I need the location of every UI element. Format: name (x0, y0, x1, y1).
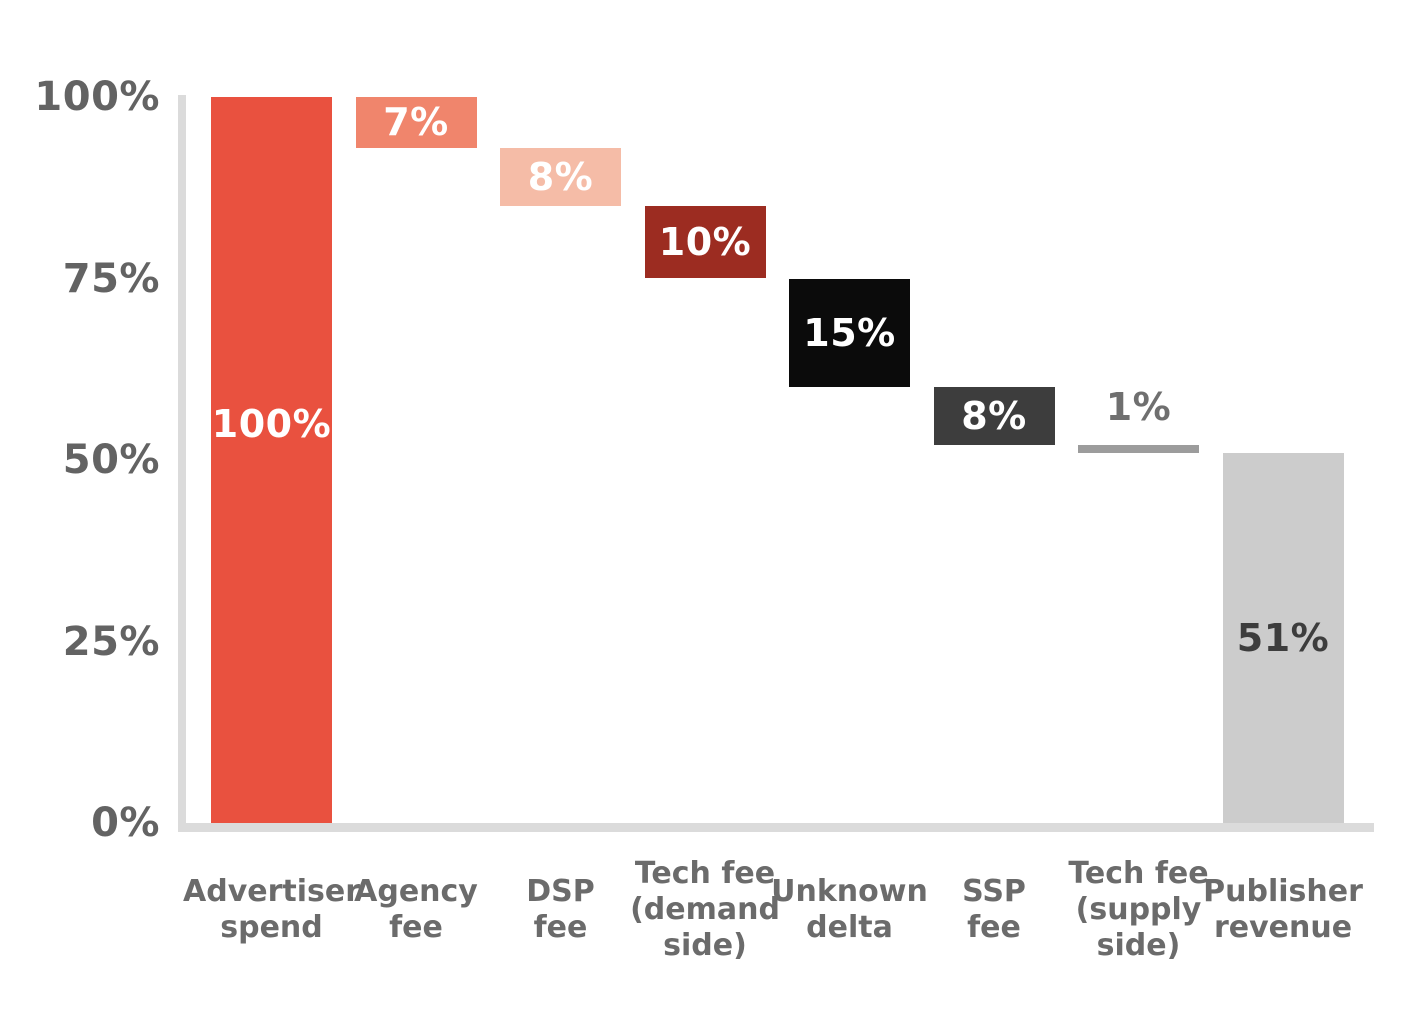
bar-tech-fee-supply-side (1078, 445, 1199, 453)
bar-publisher-revenue: 51% (1222, 452, 1344, 823)
bar-value-label-tech-fee-demand-side: 10% (658, 220, 752, 265)
bar-unknown-delta: 15% (789, 278, 910, 388)
bar-tech-fee-demand-side: 10% (644, 205, 766, 279)
bar-value-label-publisher-revenue: 51% (1236, 615, 1330, 660)
bar-value-label-advertiser-spend: 100% (211, 401, 332, 446)
x-axis-baseline (178, 823, 1374, 832)
bar-value-label-ssp-fee: 8% (961, 394, 1027, 439)
bar-value-label-agency-fee: 7% (383, 100, 449, 145)
y-axis-line (178, 95, 186, 832)
x-category-label-ssp-fee: SSP fee (962, 874, 1026, 945)
y-tick-label: 25% (62, 618, 160, 665)
bar-value-label-dsp-fee: 8% (527, 154, 594, 199)
x-category-label-agency-fee: Agency fee (354, 874, 478, 945)
x-category-label-publisher-revenue: Publisher revenue (1203, 874, 1363, 945)
bar-advertiser-spend: 100% (211, 97, 332, 823)
x-category-label-advertiser-spend: Advertiser spend (183, 874, 361, 945)
x-category-label-tech-fee-supply-side: Tech fee (supply side) (1068, 856, 1209, 963)
bar-value-label-tech-fee-supply-side: 1% (1105, 385, 1172, 430)
bar-ssp-fee: 8% (933, 387, 1055, 446)
bar-agency-fee: 7% (355, 97, 477, 148)
bar-value-label-unknown-delta: 15% (803, 310, 896, 355)
y-tick-label: 100% (34, 74, 160, 120)
y-tick-label: 75% (62, 255, 160, 302)
x-category-label-dsp-fee: DSP fee (526, 874, 595, 945)
y-tick-label: 0% (91, 800, 160, 846)
x-category-label-tech-fee-demand-side: Tech fee (demand side) (630, 856, 780, 963)
y-tick-label: 50% (62, 437, 160, 483)
x-category-label-unknown-delta: Unknown delta (771, 874, 928, 945)
bar-dsp-fee: 8% (500, 147, 621, 206)
